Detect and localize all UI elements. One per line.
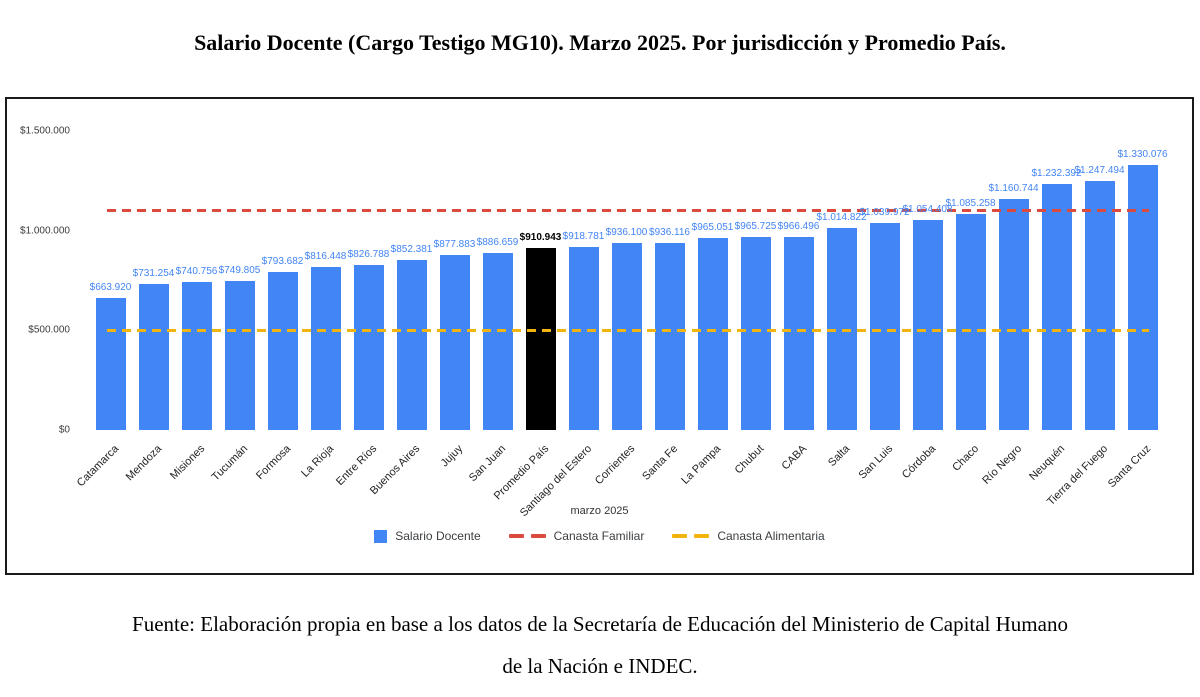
bar-value-cordoba: $1.054.408: [902, 203, 953, 215]
bar-chubut[interactable]: [740, 237, 771, 430]
bar-promedio-pais[interactable]: [525, 248, 556, 430]
chart-frame: $0 $500.000 $1.000.000 $1.500.000 $663.920 Ca…: [5, 97, 1194, 575]
bar-la-rioja[interactable]: [310, 267, 341, 430]
bar-misiones[interactable]: [181, 282, 212, 430]
bar-value-san-luis: $1.039.972: [859, 206, 910, 218]
y-axis-tick-$1.000.000: $1.000.000: [19, 225, 70, 237]
source-note-line-2: de la Nación e INDEC.: [502, 654, 698, 678]
source-note-line-1: Fuente: Elaboración propia en base a los…: [132, 612, 1068, 636]
x-axis-label-rio-negro: Río Negro: [979, 442, 1024, 487]
x-axis-label-salta: Salta: [825, 442, 852, 469]
x-axis-label-promedio-pais: Promedio País: [491, 442, 551, 503]
legend-yellow-dash-icon: [672, 534, 710, 538]
x-axis-label-misiones: Misiones: [167, 442, 207, 482]
bar-caba[interactable]: [783, 237, 814, 430]
x-axis-label-mendoza: Mendoza: [123, 442, 164, 484]
x-axis-label-entre-rios: Entre Ríos: [333, 442, 379, 488]
legend-label: Canasta Alimentaria: [717, 529, 825, 543]
x-axis-label-san-luis: San Luis: [855, 442, 895, 482]
x-axis-label-formosa: Formosa: [253, 442, 293, 482]
x-axis-label-tucuman: Tucumán: [209, 442, 250, 484]
bar-value-catamarca: $663.920: [89, 281, 132, 293]
bar-chaco[interactable]: [955, 213, 986, 430]
x-axis-label-chaco: Chaco: [949, 442, 981, 474]
bar-mendoza[interactable]: [138, 284, 169, 430]
bar-chart-plot-area: $0 $500.000 $1.000.000 $1.500.000 $663.920 Ca…: [7, 99, 1192, 573]
legend-label: Canasta Familiar: [553, 529, 645, 543]
bar-value-san-juan: $886.659: [476, 237, 519, 249]
bar-tierra-del-fuego[interactable]: [1084, 181, 1115, 430]
x-axis-label-la-rioja: La Rioja: [298, 442, 336, 480]
bar-entre-rios[interactable]: [353, 265, 384, 430]
x-axis-label-santa-cruz: Santa Cruz: [1105, 442, 1153, 491]
bar-value-jujuy: $877.883: [433, 239, 476, 250]
page-title: Salario Docente (Cargo Testigo MG10). Ma…: [194, 30, 1006, 55]
bar-value-misiones: $740.756: [175, 266, 218, 278]
x-axis-label-santiago-del-estero: Santiago del Estero: [517, 442, 594, 520]
bar-tucuman[interactable]: [224, 280, 255, 430]
bar-value-rio-negro: $1.160.744: [988, 182, 1039, 194]
x-axis-label-caba: CABA: [779, 442, 809, 473]
bar-value-santiago-del-estero: $918.781: [562, 230, 605, 242]
bar-value-neuquen: $1.232.392: [1031, 168, 1082, 180]
bar-santa-fe[interactable]: [654, 243, 685, 430]
bar-neuquen[interactable]: [1041, 184, 1072, 430]
bar-value-la-rioja: $816.448: [304, 251, 347, 263]
bar-value-la-pampa: $965.051: [691, 221, 734, 233]
bar-value-corrientes: $936.100: [605, 227, 648, 239]
x-axis-label-neuquen: Neuquén: [1026, 442, 1067, 483]
bar-value-formosa: $793.682: [261, 255, 304, 267]
bar-formosa[interactable]: [267, 271, 298, 430]
bar-value-entre-rios: $826.788: [347, 249, 390, 261]
bar-san-juan[interactable]: [482, 253, 513, 430]
bar-san-luis[interactable]: [869, 222, 900, 430]
bar-rio-negro[interactable]: [998, 198, 1029, 430]
reference-line-canasta-familiar: [107, 208, 1149, 212]
legend-item-salario-docente: Salario Docente: [374, 529, 481, 543]
legend-item-canasta-familiar: Canasta Familiar: [508, 529, 645, 543]
bar-santiago-del-estero[interactable]: [568, 246, 599, 430]
legend-red-dash-icon: [508, 534, 546, 538]
x-axis-label-corrientes: Corrientes: [592, 442, 637, 488]
chart-legend: Salario Docente Canasta Familiar Canasta…: [7, 529, 1192, 543]
bar-value-chaco: $1.085.258: [945, 197, 996, 209]
x-axis-label-tierra-del-fuego: Tierra del Fuego: [1044, 442, 1110, 509]
x-axis-label-catamarca: Catamarca: [74, 442, 121, 490]
reference-line-canasta-alimentaria: [107, 329, 1149, 333]
bar-buenos-aires[interactable]: [396, 260, 427, 430]
x-axis-label-chubut: Chubut: [732, 442, 766, 477]
x-axis-label-santa-fe: Santa Fe: [639, 442, 680, 483]
y-axis-tick-$500.000: $500.000: [28, 324, 70, 336]
bar-value-santa-fe: $936.116: [649, 227, 690, 239]
bar-value-chubut: $965.725: [734, 221, 777, 233]
bar-value-buenos-aires: $852.381: [390, 244, 433, 256]
y-axis-tick-$1.500.000: $1.500.000: [19, 125, 70, 137]
x-axis-label-buenos-aires: Buenos Aires: [367, 442, 422, 498]
bar-value-mendoza: $731.254: [132, 268, 175, 280]
x-axis-label-san-juan: San Juan: [466, 442, 508, 485]
bar-value-tierra-del-fuego: $1.247.494: [1074, 165, 1125, 177]
bar-santa-cruz[interactable]: [1127, 164, 1158, 430]
bar-value-tucuman: $749.805: [218, 264, 261, 276]
bar-salta[interactable]: [826, 227, 857, 430]
bar-jujuy[interactable]: [439, 255, 470, 430]
bar-catamarca[interactable]: [95, 297, 126, 430]
legend-item-canasta-alimentaria: Canasta Alimentaria: [672, 529, 825, 543]
bar-la-pampa[interactable]: [697, 237, 728, 430]
bar-value-promedio-pais: $910.943: [519, 232, 562, 244]
bar-value-salta: $1.014.822: [816, 211, 867, 223]
y-axis-tick-$0: $0: [58, 424, 70, 436]
x-axis-label-la-pampa: La Pampa: [678, 442, 723, 487]
legend-label: Salario Docente: [395, 529, 481, 543]
x-axis-title: marzo 2025: [570, 505, 629, 517]
bar-corrientes[interactable]: [611, 243, 642, 430]
legend-square-icon: [374, 529, 388, 543]
x-axis-label-jujuy: Jujuy: [438, 442, 465, 470]
x-axis-label-cordoba: Córdoba: [899, 442, 938, 482]
bar-value-santa-cruz: $1.330.076: [1117, 148, 1168, 160]
bar-cordoba[interactable]: [912, 219, 943, 430]
bar-value-caba: $966.496: [777, 221, 820, 233]
